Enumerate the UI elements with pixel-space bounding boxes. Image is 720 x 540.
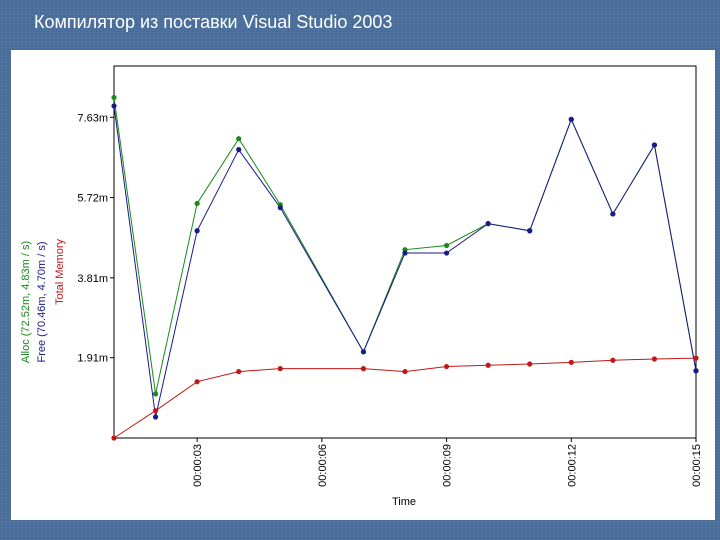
x-tick-label: 00:00:03	[192, 444, 204, 487]
y-tick-label: 7.63m	[77, 112, 108, 124]
data-point	[693, 368, 699, 374]
data-point	[277, 205, 283, 211]
x-axis-label: Time	[392, 496, 416, 508]
data-point	[485, 362, 491, 368]
data-point	[651, 356, 658, 362]
data-point	[527, 228, 533, 234]
x-tick-label: 00:00:15	[691, 444, 703, 487]
data-point	[651, 142, 658, 148]
y-tick-label: 5.72m	[77, 193, 108, 205]
data-point	[111, 435, 117, 441]
data-point	[485, 221, 491, 227]
series-line-2	[113, 357, 697, 439]
x-tick-label: 00:00:06	[317, 444, 329, 487]
data-point	[277, 366, 283, 372]
data-point	[360, 349, 367, 355]
data-point	[194, 379, 200, 385]
data-point	[443, 242, 450, 249]
y-axis-label-free: Free (70.46m, 4.70m / s)	[36, 241, 48, 362]
data-point	[236, 368, 242, 375]
data-point	[236, 136, 242, 142]
data-point	[568, 359, 574, 365]
x-tick-label: 00:00:12	[566, 444, 578, 487]
data-point	[152, 414, 159, 420]
series-line-1	[113, 105, 697, 418]
data-point	[568, 116, 574, 122]
data-point	[610, 357, 616, 363]
data-point	[236, 147, 242, 153]
series-lines	[113, 97, 697, 439]
data-point	[111, 94, 117, 101]
data-point	[152, 391, 159, 397]
y-tick-label: 3.81m	[77, 273, 108, 285]
data-point	[194, 228, 200, 234]
y-axis-label-alloc: Alloc (72.52m, 4.83m / s)	[20, 241, 32, 363]
data-point	[443, 250, 450, 256]
data-point	[111, 103, 117, 109]
data-point	[360, 366, 367, 372]
data-point	[402, 250, 408, 256]
slide-title: Компилятор из поставки Visual Studio 200…	[34, 12, 393, 32]
y-tick-label: 1.91m	[77, 353, 108, 365]
data-point	[402, 368, 408, 375]
y-axis-ticks: 1.91m 3.81m 5.72m 7.63m	[77, 112, 114, 365]
data-point	[693, 355, 699, 361]
data-point	[194, 200, 200, 207]
chart-panel: 1.91m 3.81m 5.72m 7.63m 00:00:03 00:00:06 00:…	[11, 50, 715, 520]
data-point	[527, 361, 533, 367]
data-point	[443, 363, 450, 370]
x-tick-label: 00:00:09	[442, 444, 454, 487]
x-axis-ticks: 00:00:03 00:00:06 00:00:09 00:00:12 00:00:15	[192, 438, 703, 487]
data-point	[152, 408, 159, 414]
series-points	[111, 94, 699, 441]
y-axis-label-total: Total Memory	[54, 238, 66, 305]
data-point	[610, 211, 616, 217]
